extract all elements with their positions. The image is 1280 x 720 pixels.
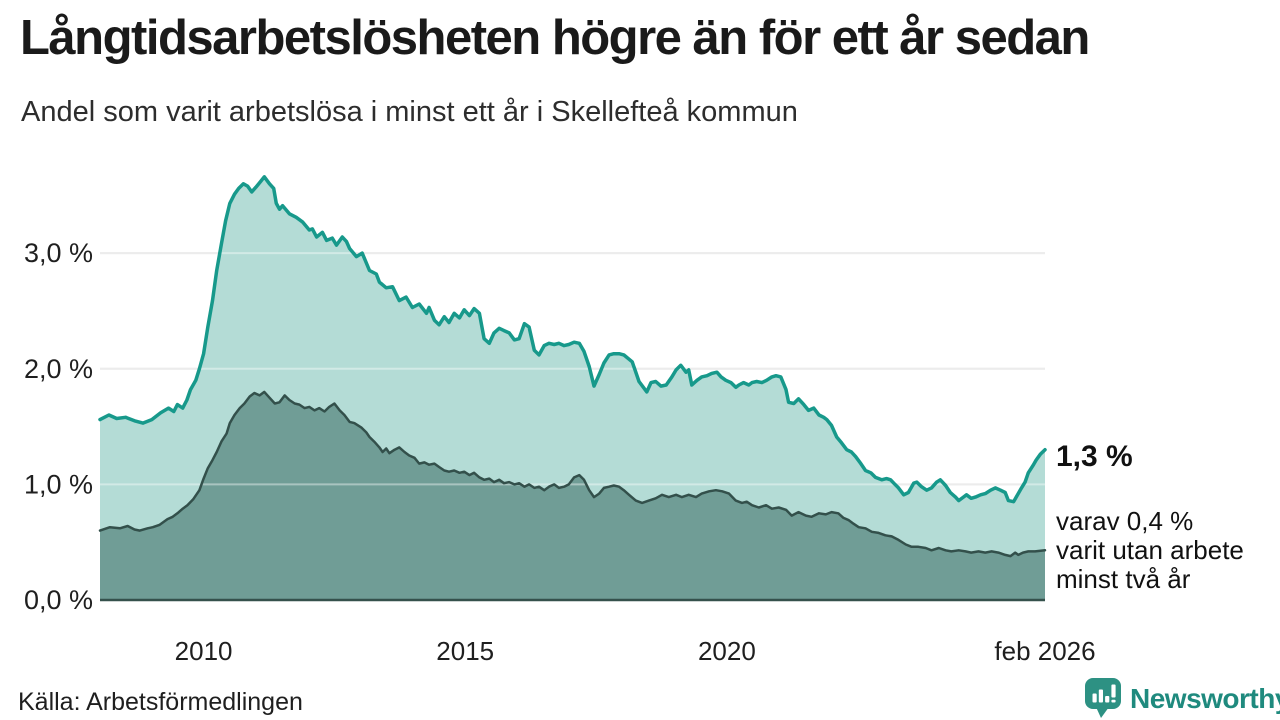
annotation-line: varit utan arbete — [1056, 535, 1244, 565]
unemployment-area-chart: 0,0 % 1,0 % 2,0 % 3,0 % 2010 2015 2020 feb 2026 — [24, 175, 1096, 666]
newsworthy-bubble-chart-icon — [1085, 678, 1121, 718]
y-tick-label: 3,0 % — [24, 238, 93, 268]
annotation-line: varav 0,4 % — [1056, 506, 1194, 536]
two-year-annotation: varav 0,4 % varit utan arbete minst två … — [1056, 507, 1244, 594]
page-title: Långtidsarbetslösheten högre än för ett … — [20, 11, 1090, 65]
chart-subtitle: Andel som varit arbetslösa i minst ett å… — [21, 96, 798, 128]
series-area-1 — [100, 391, 1045, 600]
source-caption: Källa: Arbetsförmedlingen — [18, 688, 303, 716]
x-tick-label: feb 2026 — [994, 636, 1095, 666]
x-tick-label: 2010 — [175, 636, 233, 666]
latest-value-label: 1,3 % — [1056, 440, 1133, 473]
x-tick-label: 2020 — [698, 636, 756, 666]
annotation-line: minst två år — [1056, 564, 1191, 594]
newsworthy-logo: Newsworthy — [1083, 676, 1280, 719]
series-line-1 — [98, 390, 1047, 558]
x-tick-label: 2015 — [436, 636, 494, 666]
newsworthy-wordmark: Newsworthy — [1130, 683, 1280, 714]
y-tick-label: 0,0 % — [24, 585, 93, 615]
y-tick-label: 1,0 % — [24, 469, 93, 499]
y-tick-label: 2,0 % — [24, 354, 93, 384]
series-line-0 — [98, 175, 1047, 504]
